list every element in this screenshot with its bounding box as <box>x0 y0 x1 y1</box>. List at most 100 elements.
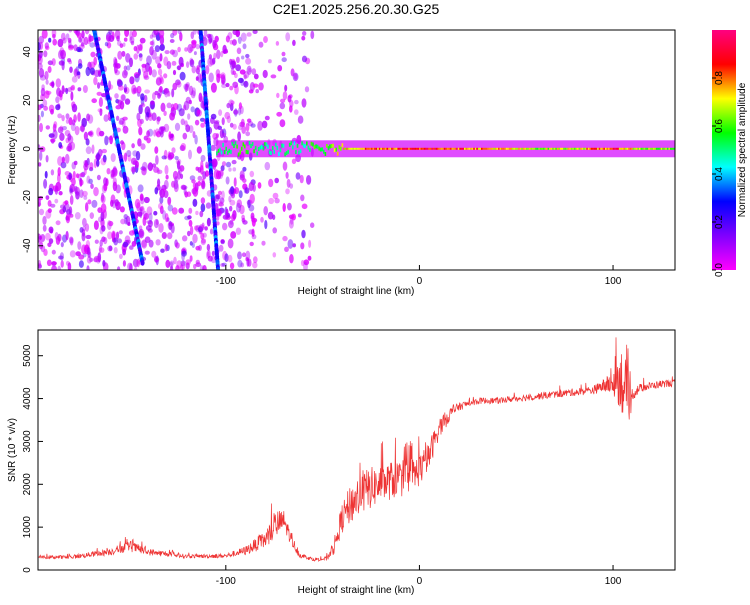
spectrogram-noise-point <box>200 239 206 246</box>
carrier-point <box>341 143 344 148</box>
spectrogram-noise-point <box>205 65 210 75</box>
spectrogram-noise-point <box>64 153 70 164</box>
spectrogram-noise-point <box>60 242 64 248</box>
spectrogram-noise-point <box>216 221 220 226</box>
spectrogram-noise-point <box>188 99 192 105</box>
spectrogram-noise-point <box>153 30 159 36</box>
spectrogram-noise-point <box>108 30 113 35</box>
spectrogram-noise-point <box>50 169 55 176</box>
spectrogram-noise-point <box>55 78 61 88</box>
spectrogram-noise-point <box>197 180 202 187</box>
carrier-point <box>242 142 245 147</box>
spectrogram-noise-point <box>110 199 114 207</box>
spectrogram-noise-point <box>252 30 258 34</box>
carrier-point <box>352 147 354 150</box>
spectrogram-noise-point <box>50 138 56 143</box>
spectrogram-noise-point <box>65 214 71 224</box>
spectrogram-noise-point <box>238 190 243 199</box>
spectrogram-noise-point <box>257 120 263 131</box>
spectrogram-noise-point <box>140 93 145 101</box>
spectrogram-noise-point <box>192 131 196 139</box>
carrier-point <box>536 147 539 150</box>
carrier-point <box>629 147 632 150</box>
spectrogram-noise-point <box>108 80 112 90</box>
spectrogram-noise-point <box>200 232 205 240</box>
spectrogram-noise-point <box>55 181 62 192</box>
spectrogram-noise-point <box>140 96 145 107</box>
spectrogram-noise-point <box>159 86 163 93</box>
spectrogram-noise-point <box>58 50 64 60</box>
spectrogram-noise-point <box>45 232 51 241</box>
carrier-point <box>436 147 438 150</box>
carrier-point <box>395 147 398 150</box>
spectrogram-noise-point <box>107 231 113 240</box>
spectrogram-noise-point <box>61 114 65 122</box>
spectrogram-noise-point <box>99 108 103 116</box>
spectrogram-noise-point <box>211 250 215 256</box>
spectrogram-noise-point <box>181 260 186 270</box>
spectrogram-noise-point <box>38 264 42 269</box>
spectrogram-noise-point <box>158 30 165 39</box>
spectrogram-noise-point <box>279 102 286 110</box>
spectrogram-noise-point <box>123 70 129 76</box>
spectrogram-noise-point <box>200 203 206 213</box>
spectrogram-noise-point <box>118 85 124 91</box>
spectrogram-noise-point <box>83 36 89 46</box>
spectrogram-noise-point <box>248 121 254 127</box>
carrier-point <box>278 152 280 157</box>
carrier-point <box>336 151 339 156</box>
spectrogram-noise-point <box>125 215 131 226</box>
spectrogram-noise-point <box>123 37 128 42</box>
carrier-point <box>422 147 424 150</box>
spectrogram-noise-point <box>58 255 64 260</box>
spectrogram-noise-point <box>131 240 137 247</box>
snr-ytick-label: 0 <box>22 567 33 573</box>
spectrogram-noise-point <box>141 64 147 74</box>
spectrogram-noise-point <box>129 36 135 44</box>
spectrogram-noise-point <box>89 162 94 170</box>
spectrogram-noise-point <box>119 253 123 259</box>
carrier-point <box>363 147 365 150</box>
spectrogram-noise-point <box>218 170 224 180</box>
spectrogram-noise-point <box>264 161 271 171</box>
spectrogram-noise-point <box>79 189 84 198</box>
spectrogram-noise-point <box>185 124 191 133</box>
carrier-point <box>646 147 649 150</box>
carrier-point <box>346 147 348 150</box>
spectrogram-noise-point <box>159 43 165 52</box>
spectrogram-noise-point <box>106 168 111 175</box>
spectrogram-noise-point <box>48 187 54 196</box>
carrier-point <box>525 147 528 150</box>
spectrogram-noise-point <box>117 266 121 270</box>
spectrogram-noise-point <box>110 169 115 178</box>
spectrogram-noise-point <box>284 84 288 92</box>
spectrogram-noise-point <box>101 93 107 98</box>
spectrogram-noise-point <box>58 142 63 149</box>
carrier-point <box>467 147 469 150</box>
carrier-point <box>612 147 615 150</box>
spectrogram-noise-point <box>180 260 186 267</box>
spectrogram-noise-point <box>177 46 181 53</box>
carrier-point <box>400 147 403 150</box>
spectrogram-noise-point <box>68 236 74 244</box>
spectrogram-noise-point <box>215 170 222 180</box>
spectrogram-noise-point <box>216 49 221 60</box>
carrier-point <box>454 147 457 150</box>
spectrogram-noise-point <box>71 103 78 113</box>
carrier-point <box>666 147 669 150</box>
spectrogram-noise-point <box>229 122 234 128</box>
spectrogram-noise-point <box>249 170 255 178</box>
spectrogram-noise-point <box>38 208 45 216</box>
spectrogram-noise-point <box>146 130 151 138</box>
spectrogram-noise-point <box>225 82 230 88</box>
carrier-point <box>392 147 395 150</box>
carrier-point <box>380 147 382 150</box>
spectrogram-noise-point <box>76 173 80 179</box>
spectrogram-noise-point <box>65 230 69 241</box>
spectrogram-noise-point <box>176 160 181 170</box>
spectrogram-noise-point <box>68 45 74 51</box>
spectrogram-noise-point <box>192 198 198 207</box>
spectrogram-noise-point <box>167 90 171 97</box>
carrier-point <box>631 147 633 150</box>
carrier-point <box>561 147 564 150</box>
